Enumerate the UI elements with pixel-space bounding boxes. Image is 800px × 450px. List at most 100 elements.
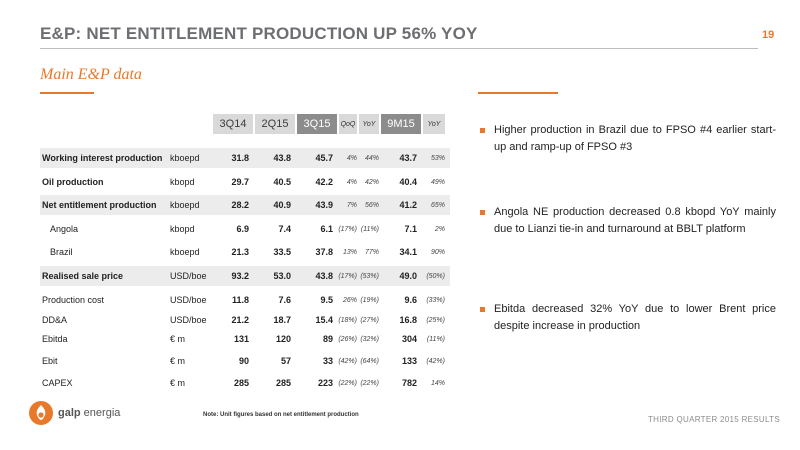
- cell-yoy: 42%: [364, 178, 379, 186]
- row-label: Working interest production: [42, 153, 163, 163]
- cell-9m15: 40.4: [399, 177, 417, 187]
- cell-9m15: 133: [401, 356, 417, 366]
- square-bullet-icon: [480, 210, 485, 215]
- cell-qoq: (18%): [338, 316, 357, 324]
- cell-yoy-9m: (33%): [426, 296, 445, 304]
- galp-logo: galp energia: [28, 400, 120, 426]
- row-label: DD&A: [42, 315, 68, 325]
- row-label: Ebitda: [42, 334, 68, 344]
- table-row: Production cost USD/boe 11.8 7.6 9.5 26% (19%)…: [40, 290, 450, 310]
- table-row: Realised sale price USD/boe 93.2 53.0 43.8 (1…: [40, 266, 450, 286]
- slide-title: E&P: NET ENTITLEMENT PRODUCTION UP 56% Y…: [40, 24, 478, 43]
- cell-3q15: 43.8: [315, 271, 333, 281]
- column-header-3q15: 3Q15: [297, 114, 337, 134]
- cell-9m15: 782: [401, 378, 417, 388]
- table-row: Brazil kboepd 21.3 33.5 37.8 13% 77% 34.1 90%: [40, 242, 450, 262]
- row-label: Angola: [50, 224, 79, 234]
- cell-qoq: (17%): [338, 272, 357, 280]
- cell-yoy-9m: 65%: [430, 201, 445, 209]
- row-unit: kbopd: [170, 224, 195, 234]
- cell-qoq: 13%: [342, 248, 357, 256]
- cell-yoy-9m: 90%: [430, 248, 445, 256]
- cell-9m15: 41.2: [399, 200, 417, 210]
- cell-9m15: 9.6: [404, 295, 417, 305]
- cell-2q15: 7.6: [278, 295, 291, 305]
- cell-3q14: 90: [238, 356, 249, 366]
- cell-3q15: 15.4: [315, 315, 333, 325]
- cell-3q14: 29.7: [231, 177, 249, 187]
- bullet-text: Angola NE production decreased 0.8 kbopd…: [494, 206, 776, 235]
- cell-yoy-9m: (25%): [426, 316, 445, 324]
- cell-yoy-9m: 2%: [434, 225, 445, 233]
- table-footnote: Note: Unit figures based on net entitlem…: [203, 412, 359, 418]
- cell-2q15: 120: [275, 334, 291, 344]
- cell-9m15: 7.1: [404, 224, 417, 234]
- galp-flame-icon: [29, 401, 53, 425]
- cell-3q14: 93.2: [231, 271, 249, 281]
- cell-3q15: 43.9: [315, 200, 333, 210]
- cell-yoy: 77%: [364, 248, 379, 256]
- cell-9m15: 49.0: [399, 271, 417, 281]
- cell-3q15: 33: [322, 356, 333, 366]
- cell-3q15: 42.2: [315, 177, 333, 187]
- table-row: Oil production kbopd 29.7 40.5 42.2 4% 42% 40.4…: [40, 172, 450, 192]
- row-unit: € m: [170, 356, 186, 366]
- cell-yoy-9m: (42%): [426, 357, 445, 365]
- cell-yoy-9m: (11%): [426, 335, 445, 343]
- cell-qoq: (22%): [338, 379, 357, 387]
- page-number: 19: [762, 29, 775, 41]
- table-header-row: 3Q14 2Q15 3Q15 QoQ YoY 9M15 YoY: [40, 114, 450, 134]
- table-row: Net entitlement production kboepd 28.2 40.9…: [40, 195, 450, 215]
- bullet-text: Higher production in Brazil due to FPSO …: [494, 124, 776, 153]
- row-label: Net entitlement production: [42, 200, 157, 210]
- row-unit: USD/boe: [170, 295, 207, 305]
- cell-yoy: (32%): [360, 335, 379, 343]
- cell-3q14: 131: [233, 334, 249, 344]
- cell-2q15: 40.9: [273, 200, 291, 210]
- row-label: Production cost: [42, 295, 105, 305]
- section-underline-left: [40, 92, 94, 94]
- cell-yoy: (22%): [360, 379, 379, 387]
- bullet-text: Ebitda decreased 32% YoY due to lower Br…: [494, 303, 776, 332]
- cell-3q14: 31.8: [231, 153, 249, 163]
- bullet-item: Ebitda decreased 32% YoY due to lower Br…: [480, 301, 776, 335]
- cell-2q15: 43.8: [273, 153, 291, 163]
- cell-2q15: 40.5: [273, 177, 291, 187]
- logo-wordmark: galp energia: [58, 407, 121, 419]
- cell-9m15: 16.8: [399, 315, 417, 325]
- cell-qoq: 4%: [346, 178, 357, 186]
- cell-yoy-9m: (50%): [426, 272, 445, 280]
- row-label: Brazil: [50, 247, 73, 257]
- cell-2q15: 18.7: [273, 315, 291, 325]
- cell-3q15: 9.5: [320, 295, 333, 305]
- cell-3q15: 45.7: [315, 153, 333, 163]
- row-label: Realised sale price: [42, 271, 124, 281]
- cell-yoy: 44%: [364, 154, 379, 162]
- row-unit: kboepd: [170, 153, 200, 163]
- cell-yoy: (11%): [360, 225, 379, 233]
- column-header-3q14: 3Q14: [213, 114, 253, 134]
- table-row: Working interest production kboepd 31.8 43.…: [40, 148, 450, 168]
- cell-qoq: 26%: [342, 296, 357, 304]
- table-row: CAPEX € m 285 285 223 (22%) (22%) 782 14%: [40, 373, 450, 393]
- cell-yoy: (19%): [360, 296, 379, 304]
- cell-3q14: 285: [233, 378, 249, 388]
- cell-yoy: 56%: [364, 201, 379, 209]
- row-unit: USD/boe: [170, 315, 207, 325]
- main-ep-data-table: 3Q14 2Q15 3Q15 QoQ YoY 9M15 YoY Working …: [40, 114, 450, 388]
- cell-9m15: 304: [401, 334, 417, 344]
- column-header-yoy: YoY: [359, 114, 379, 134]
- cell-qoq: 4%: [346, 154, 357, 162]
- cell-2q15: 285: [275, 378, 291, 388]
- column-header-9m15: 9M15: [381, 114, 421, 134]
- cell-3q14: 6.9: [236, 224, 249, 234]
- row-label: Oil production: [42, 177, 104, 187]
- row-unit: USD/boe: [170, 271, 207, 281]
- table-row: Angola kbopd 6.9 7.4 6.1 (17%) (11%) 7.1 2%: [40, 219, 450, 239]
- cell-yoy-9m: 14%: [430, 379, 445, 387]
- column-header-qoq: QoQ: [339, 114, 357, 134]
- table-row: DD&A USD/boe 21.2 18.7 15.4 (18%) (27%) 16.8 (25…: [40, 310, 450, 330]
- cell-qoq: 7%: [346, 201, 357, 209]
- bullet-item: Higher production in Brazil due to FPSO …: [480, 122, 776, 156]
- cell-3q14: 11.8: [231, 295, 249, 305]
